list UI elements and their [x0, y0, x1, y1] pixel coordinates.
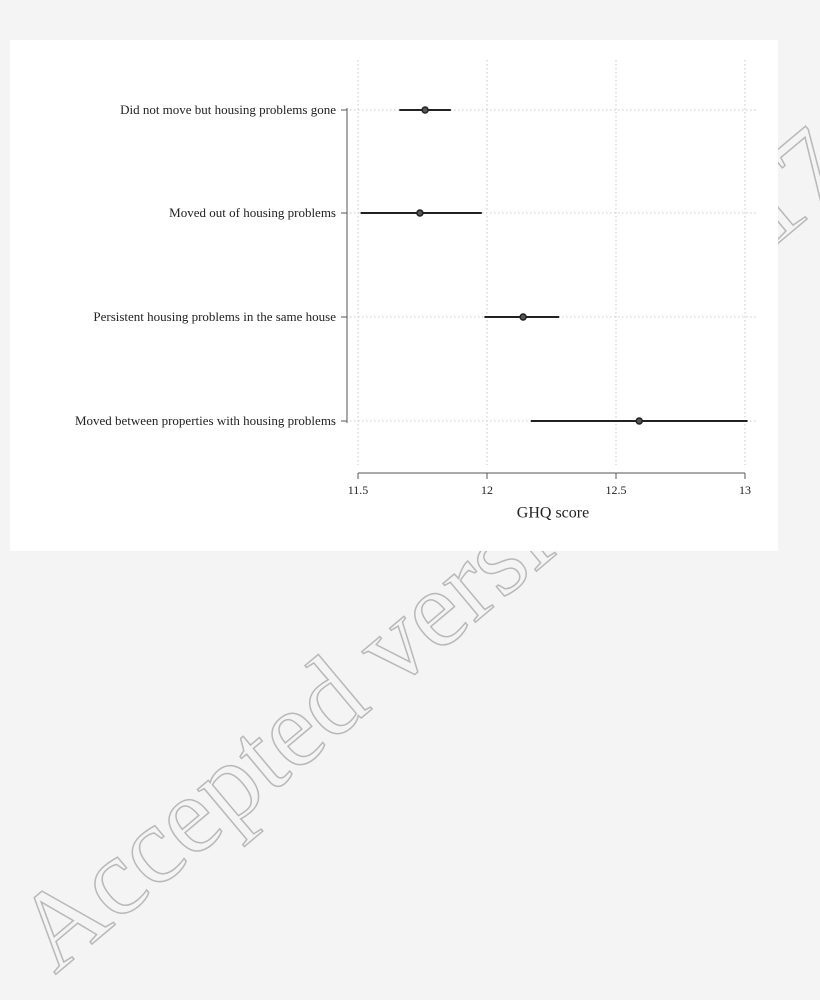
x-tick-label: 13 [739, 483, 751, 497]
y-tick-label: Moved out of housing problems [169, 205, 336, 220]
x-tick-label: 12.5 [606, 483, 627, 497]
point [416, 209, 424, 217]
x-axis-title: GHQ score [517, 505, 589, 522]
y-tick-label: Did not move but housing problems gone [120, 102, 336, 117]
point [635, 417, 643, 425]
x-tick-label: 12 [481, 483, 493, 497]
y-tick-label: Persistent housing problems in the same … [93, 309, 336, 324]
point [519, 313, 527, 321]
x-tick-label: 11.5 [348, 483, 369, 497]
chart-panel [10, 40, 778, 551]
point [421, 106, 429, 114]
y-tick-label: Moved between properties with housing pr… [75, 413, 336, 428]
